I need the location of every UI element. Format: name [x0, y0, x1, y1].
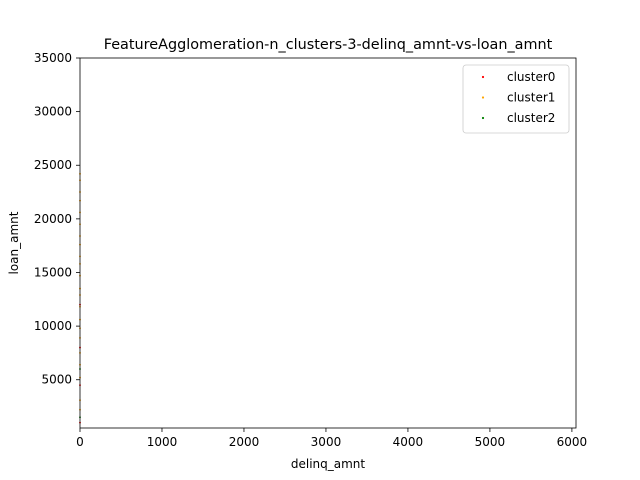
x-tick-label: 0: [76, 435, 84, 449]
y-axis-ticks: 5000 10000 15000 20000 25000 30000 35000: [34, 51, 80, 387]
plot-frame: [79, 57, 577, 429]
y-tick-label: 30000: [34, 105, 72, 119]
y-tick-label: 35000: [34, 51, 72, 65]
legend-marker-cluster1: [481, 96, 485, 99]
y-tick-label: 15000: [34, 265, 72, 279]
legend-label-cluster0: cluster0: [507, 70, 555, 84]
legend-box: [462, 64, 570, 134]
y-tick-label: 25000: [34, 158, 72, 172]
x-tick-label: 2000: [229, 435, 260, 449]
y-axis-label: loan_amnt: [7, 211, 21, 274]
legend-marker-cluster2: [481, 116, 485, 120]
x-tick-label: 5000: [475, 435, 506, 449]
y-tick-label: 20000: [34, 212, 72, 226]
x-tick-label: 3000: [311, 435, 342, 449]
x-axis-label: delinq_amnt: [291, 457, 366, 471]
legend: cluster0 cluster1 cluster2: [462, 64, 570, 134]
x-tick-label: 6000: [557, 435, 588, 449]
y-tick-label: 5000: [41, 373, 72, 387]
legend-label-cluster2: cluster2: [507, 111, 555, 125]
x-axis-ticks: 0 1000 2000 3000 4000 5000 6000: [76, 428, 587, 449]
legend-marker-cluster0: [481, 75, 485, 79]
legend-label-cluster1: cluster1: [507, 91, 555, 105]
x-tick-label: 1000: [147, 435, 178, 449]
chart-title: FeatureAgglomeration-n_clusters-3-delinq…: [104, 37, 553, 53]
y-tick-label: 10000: [34, 319, 72, 333]
x-tick-label: 4000: [393, 435, 424, 449]
